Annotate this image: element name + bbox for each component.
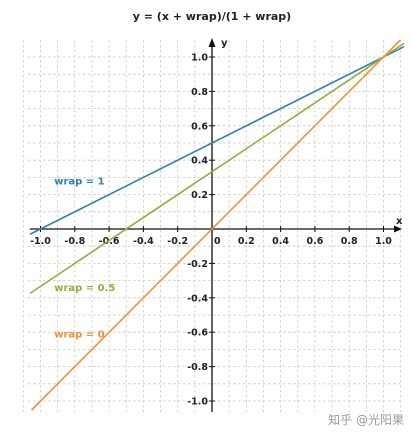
y-tick-label: -0.6 — [187, 328, 208, 339]
x-tick-label: -0.4 — [133, 236, 154, 247]
y-tick-label: 1.0 — [191, 53, 208, 64]
y-tick-labels: 1.0 0.8 0.6 0.4 0.2 -0.2 -0.4 -0.6 -0.8 -1.0 — [187, 53, 208, 408]
x-tick-label: 1.0 — [375, 236, 392, 247]
y-axis-arrow — [208, 38, 216, 47]
chart-title: y = (x + wrap)/(1 + wrap) — [133, 10, 291, 23]
series-line-wrap-0 — [30, 39, 402, 411]
y-tick-label: 0.6 — [191, 121, 208, 132]
series-label: wrap = 1 — [54, 176, 104, 187]
series-label: wrap = 0 — [54, 329, 104, 340]
watermark: 知乎 @光阳果 — [328, 413, 404, 427]
y-axis-label: y — [221, 38, 228, 49]
x-tick-label: 0.2 — [238, 236, 255, 247]
y-tick-label: 0.2 — [191, 190, 208, 201]
series-line-wrap-1 — [29, 46, 405, 235]
y-tick-label: -0.2 — [187, 259, 208, 270]
y-tick-label: -0.8 — [187, 362, 208, 373]
x-tick-label: -1.0 — [30, 236, 51, 247]
x-tick-label: -0.8 — [64, 236, 85, 247]
y-tick-label: -0.4 — [187, 293, 208, 304]
x-tick-label: 0.6 — [306, 236, 323, 247]
x-axis-arrow — [394, 225, 402, 233]
x-tick-label: -0.2 — [167, 236, 188, 247]
x-tick-label: 0.4 — [272, 236, 289, 247]
series-label: wrap = 0.5 — [54, 283, 115, 294]
y-tick-label: 0.8 — [191, 87, 208, 98]
x-axis-label: x — [396, 216, 403, 227]
y-tick-label: 0.4 — [191, 156, 208, 167]
x-tick-label: -0.6 — [99, 236, 120, 247]
series-labels: wrap = 1 wrap = 0.5 wrap = 0 — [54, 176, 115, 340]
series-line-wrap-0-5 — [29, 42, 405, 295]
x-tick-labels: -1.0 -0.8 -0.6 -0.4 -0.2 0 0.2 0.4 0.6 0.8 1.0 — [30, 236, 392, 247]
series-lines — [29, 39, 405, 411]
x-tick-label: 0 — [214, 236, 221, 247]
x-tick-label: 0.8 — [341, 236, 358, 247]
y-tick-label: -1.0 — [187, 397, 208, 408]
